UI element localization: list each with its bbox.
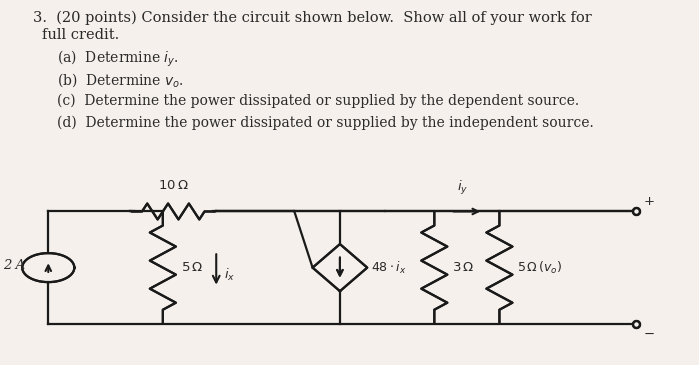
- Text: $5\,\Omega\,(v_o)$: $5\,\Omega\,(v_o)$: [517, 260, 563, 276]
- Text: $5\,\Omega$: $5\,\Omega$: [181, 261, 203, 274]
- Text: (a)  Determine $i_y$.: (a) Determine $i_y$.: [57, 49, 178, 69]
- Text: $3\,\Omega$: $3\,\Omega$: [452, 261, 474, 274]
- Text: $i_x$: $i_x$: [224, 267, 236, 283]
- Text: $10\,\Omega$: $10\,\Omega$: [158, 178, 189, 192]
- Text: full credit.: full credit.: [42, 28, 119, 42]
- Text: $48\cdot i_x$: $48\cdot i_x$: [370, 260, 406, 276]
- Text: (d)  Determine the power dissipated or supplied by the independent source.: (d) Determine the power dissipated or su…: [57, 116, 593, 130]
- Text: (c)  Determine the power dissipated or supplied by the dependent source.: (c) Determine the power dissipated or su…: [57, 93, 579, 108]
- Text: $-$: $-$: [642, 327, 654, 341]
- Text: 2 A: 2 A: [3, 259, 25, 272]
- Text: 3.  (20 points) Consider the circuit shown below.  Show all of your work for: 3. (20 points) Consider the circuit show…: [33, 11, 591, 25]
- Text: $+$: $+$: [642, 195, 654, 208]
- Text: $i_y$: $i_y$: [456, 179, 468, 197]
- Text: (b)  Determine $v_o$.: (b) Determine $v_o$.: [57, 71, 184, 89]
